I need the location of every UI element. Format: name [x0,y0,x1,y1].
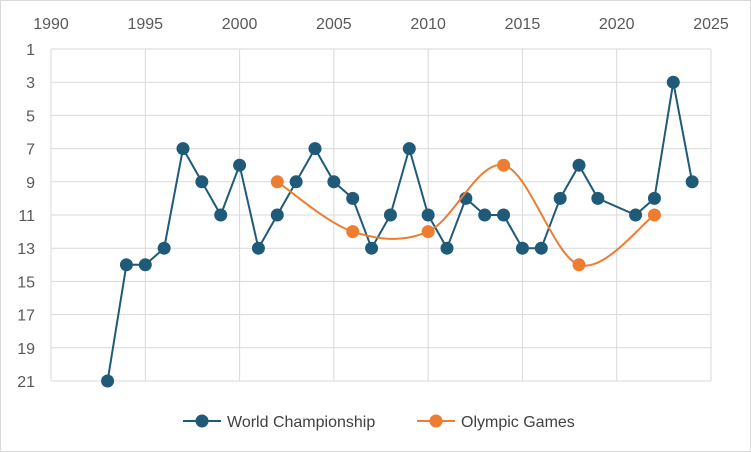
data-point-world-championship [327,175,341,189]
data-point-world-championship [270,208,284,222]
data-point-olympic-games [346,225,360,239]
data-point-world-championship [233,158,247,172]
data-point-world-championship [251,241,265,255]
data-point-world-championship [289,175,303,189]
legend-marker-swatch [195,414,209,428]
data-point-olympic-games [497,158,511,172]
x-tick-label: 2005 [316,16,352,33]
legend-label: World Championship [227,414,375,431]
data-point-world-championship [629,208,643,222]
series-olympic-games [270,158,661,272]
legend-item-olympic-games: Olympic Games [417,414,575,431]
y-tick-label: 3 [26,75,35,92]
data-point-world-championship [515,241,529,255]
y-tick-label: 21 [17,374,35,391]
data-point-world-championship [365,241,379,255]
y-tick-label: 1 [26,42,35,59]
legend-item-world-championship: World Championship [183,414,375,431]
legend-label: Olympic Games [461,414,575,431]
data-point-olympic-games [647,208,661,222]
series-group [101,75,699,388]
data-point-world-championship [119,258,133,272]
data-point-world-championship [478,208,492,222]
data-point-world-championship [383,208,397,222]
data-point-world-championship [534,241,548,255]
x-tick-label: 1990 [33,16,69,33]
y-tick-label: 5 [26,108,35,125]
data-point-world-championship [402,142,416,156]
data-point-world-championship [176,142,190,156]
data-point-world-championship [647,191,661,205]
data-point-world-championship [101,374,115,388]
data-point-world-championship [421,208,435,222]
data-point-world-championship [138,258,152,272]
y-tick-label: 15 [17,274,35,291]
y-tick-label: 7 [26,142,35,159]
data-point-world-championship [440,241,454,255]
legend: World Championship Olympic Games [183,414,575,431]
y-tick-label: 19 [17,341,35,358]
y-tick-label: 17 [17,308,35,325]
y-tick-label: 11 [18,208,35,225]
x-tick-label: 2000 [222,16,258,33]
data-point-world-championship [157,241,171,255]
data-point-olympic-games [421,225,435,239]
data-point-world-championship [591,191,605,205]
series-world-championship [101,75,699,388]
x-tick-label: 2010 [410,16,446,33]
x-axis-tick-labels: 1990 1995 2000 2005 2010 2015 2020 2025 [33,16,729,33]
y-tick-label: 9 [26,175,35,192]
data-point-world-championship [553,191,567,205]
series-line-world-championship [106,81,694,382]
data-point-world-championship [572,158,586,172]
data-point-world-championship [346,191,360,205]
legend-marker-swatch [429,414,443,428]
data-point-olympic-games [270,175,284,189]
x-tick-label: 1995 [127,16,163,33]
y-tick-label: 13 [17,241,35,258]
x-tick-label: 2020 [599,16,635,33]
data-point-world-championship [666,75,680,89]
data-point-world-championship [195,175,209,189]
data-point-world-championship [685,175,699,189]
data-point-world-championship [308,142,322,156]
data-point-world-championship [497,208,511,222]
x-tick-label: 2015 [505,16,541,33]
data-point-world-championship [214,208,228,222]
gridlines [50,48,712,382]
x-tick-label: 2025 [693,16,729,33]
data-point-olympic-games [572,258,586,272]
